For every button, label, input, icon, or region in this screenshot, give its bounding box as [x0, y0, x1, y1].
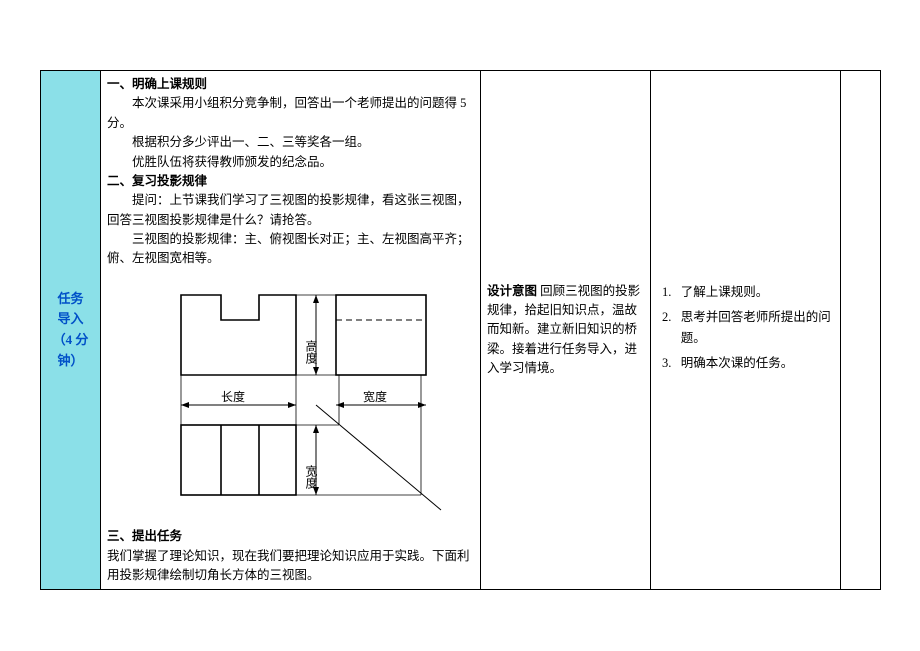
- miter-line: [316, 405, 441, 510]
- blank-cell: [841, 71, 881, 590]
- svg-text:宽度: 宽度: [363, 389, 387, 404]
- dim-width-v: 宽度: [304, 425, 319, 495]
- front-view: [181, 295, 296, 375]
- svg-text:宽度: 宽度: [304, 463, 318, 488]
- dim-length: 长度: [181, 389, 296, 408]
- paragraph: 三视图的投影规律：主、俯视图长对正；主、左视图高平齐；俯、左视图宽相等。: [107, 230, 474, 269]
- paragraph: 优胜队伍将获得教师颁发的纪念品。: [107, 153, 474, 172]
- activity-item: 明确本次课的任务。: [675, 353, 835, 374]
- dim-height: 高度: [304, 295, 319, 375]
- heading-review: 二、复习投影规律: [107, 172, 474, 191]
- paragraph: 提问：上节课我们学习了三视图的投影规律，看这张三视图，回答三视图投影规律是什么？…: [107, 191, 474, 230]
- stage-line: 导入: [47, 309, 94, 330]
- intent-label: 设计意图: [487, 284, 537, 298]
- stage-line: 钟）: [47, 351, 94, 372]
- dim-width-h: 宽度: [336, 389, 426, 408]
- three-view-diagram: 高度 长度 宽度: [137, 275, 474, 521]
- activity-item: 思考并回答老师所提出的问题。: [675, 307, 835, 350]
- stage-line: 任务: [47, 289, 94, 310]
- lesson-plan-table: 任务 导入 （4 分 钟） 一、明确上课规则 本次课采用小组积分竞争制，回答出一…: [40, 70, 881, 590]
- svg-text:高度: 高度: [304, 338, 318, 363]
- left-view: [336, 295, 426, 375]
- design-intent-cell: 设计意图 回顾三视图的投影规律，拾起旧知识点，温故而知新。建立新旧知识的桥梁。接…: [481, 71, 651, 590]
- student-activity-cell: 了解上课规则。 思考并回答老师所提出的问题。 明确本次课的任务。: [651, 71, 841, 590]
- activity-list: 了解上课规则。 思考并回答老师所提出的问题。 明确本次课的任务。: [657, 282, 834, 375]
- teacher-content-cell: 一、明确上课规则 本次课采用小组积分竞争制，回答出一个老师提出的问题得 5 分。…: [101, 71, 481, 590]
- paragraph: 我们掌握了理论知识，现在我们要把理论知识应用于实践。下面利用投影规律绘制切角长方…: [107, 547, 474, 586]
- top-view: [181, 425, 296, 495]
- paragraph: 根据积分多少评出一、二、三等奖各一组。: [107, 133, 474, 152]
- stage-line: （4 分: [47, 330, 94, 351]
- heading-task: 三、提出任务: [107, 527, 474, 546]
- stage-cell: 任务 导入 （4 分 钟）: [41, 71, 101, 590]
- activity-item: 了解上课规则。: [675, 282, 835, 303]
- paragraph: 本次课采用小组积分竞争制，回答出一个老师提出的问题得 5 分。: [107, 94, 474, 133]
- heading-rules: 一、明确上课规则: [107, 75, 474, 94]
- svg-text:长度: 长度: [221, 389, 245, 404]
